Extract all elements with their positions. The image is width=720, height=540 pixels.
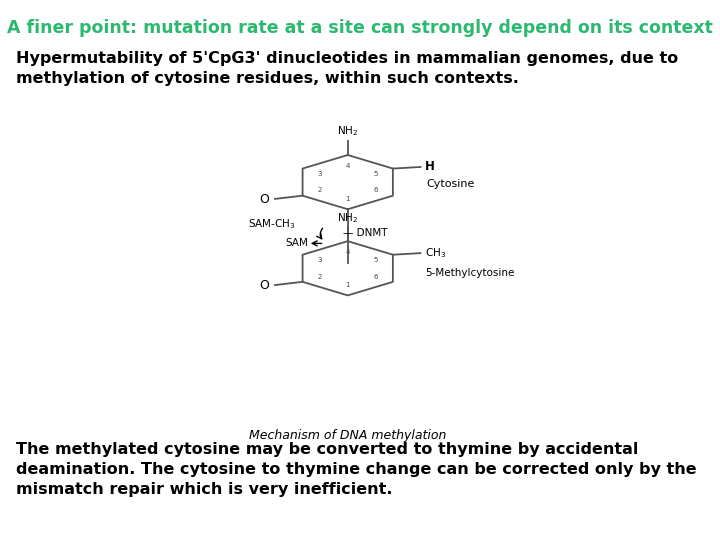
Text: 1: 1 xyxy=(346,282,350,288)
Text: 3: 3 xyxy=(318,171,323,177)
Text: 3: 3 xyxy=(318,257,323,263)
Text: O: O xyxy=(259,193,269,206)
Text: Mechanism of DNA methylation: Mechanism of DNA methylation xyxy=(249,429,446,442)
Text: 4: 4 xyxy=(346,249,350,255)
Text: 6: 6 xyxy=(373,274,377,280)
FancyArrowPatch shape xyxy=(317,228,323,239)
Text: mismatch repair which is very inefficient.: mismatch repair which is very inefficien… xyxy=(16,482,392,497)
Text: A finer point: mutation rate at a site can strongly depend on its context: A finer point: mutation rate at a site c… xyxy=(7,19,713,37)
Text: 1: 1 xyxy=(346,195,350,202)
Text: — DNMT: — DNMT xyxy=(343,228,387,238)
Text: 6: 6 xyxy=(373,187,377,193)
Text: 4: 4 xyxy=(346,163,350,168)
Text: methylation of cytosine residues, within such contexts.: methylation of cytosine residues, within… xyxy=(16,71,518,86)
Text: NH$_2$: NH$_2$ xyxy=(337,211,359,225)
FancyArrowPatch shape xyxy=(312,241,322,246)
Text: The methylated cytosine may be converted to thymine by accidental: The methylated cytosine may be converted… xyxy=(16,442,638,457)
Text: 2: 2 xyxy=(318,187,323,193)
Text: 5: 5 xyxy=(373,171,377,177)
Text: CH$_3$: CH$_3$ xyxy=(425,246,446,260)
Text: O: O xyxy=(259,279,269,292)
Text: Hypermutability of 5'CpG3' dinucleotides in mammalian genomes, due to: Hypermutability of 5'CpG3' dinucleotides… xyxy=(16,51,678,66)
Text: Cytosine: Cytosine xyxy=(427,179,475,188)
Text: deamination. The cytosine to thymine change can be corrected only by the: deamination. The cytosine to thymine cha… xyxy=(16,462,696,477)
Text: 5: 5 xyxy=(373,257,377,263)
Text: 2: 2 xyxy=(318,274,323,280)
Text: H: H xyxy=(425,160,435,173)
Text: NH$_2$: NH$_2$ xyxy=(337,125,359,138)
Text: SAM: SAM xyxy=(285,238,308,248)
Text: SAM-CH$_3$: SAM-CH$_3$ xyxy=(248,217,296,231)
Text: 5-Methylcytosine: 5-Methylcytosine xyxy=(425,268,514,278)
